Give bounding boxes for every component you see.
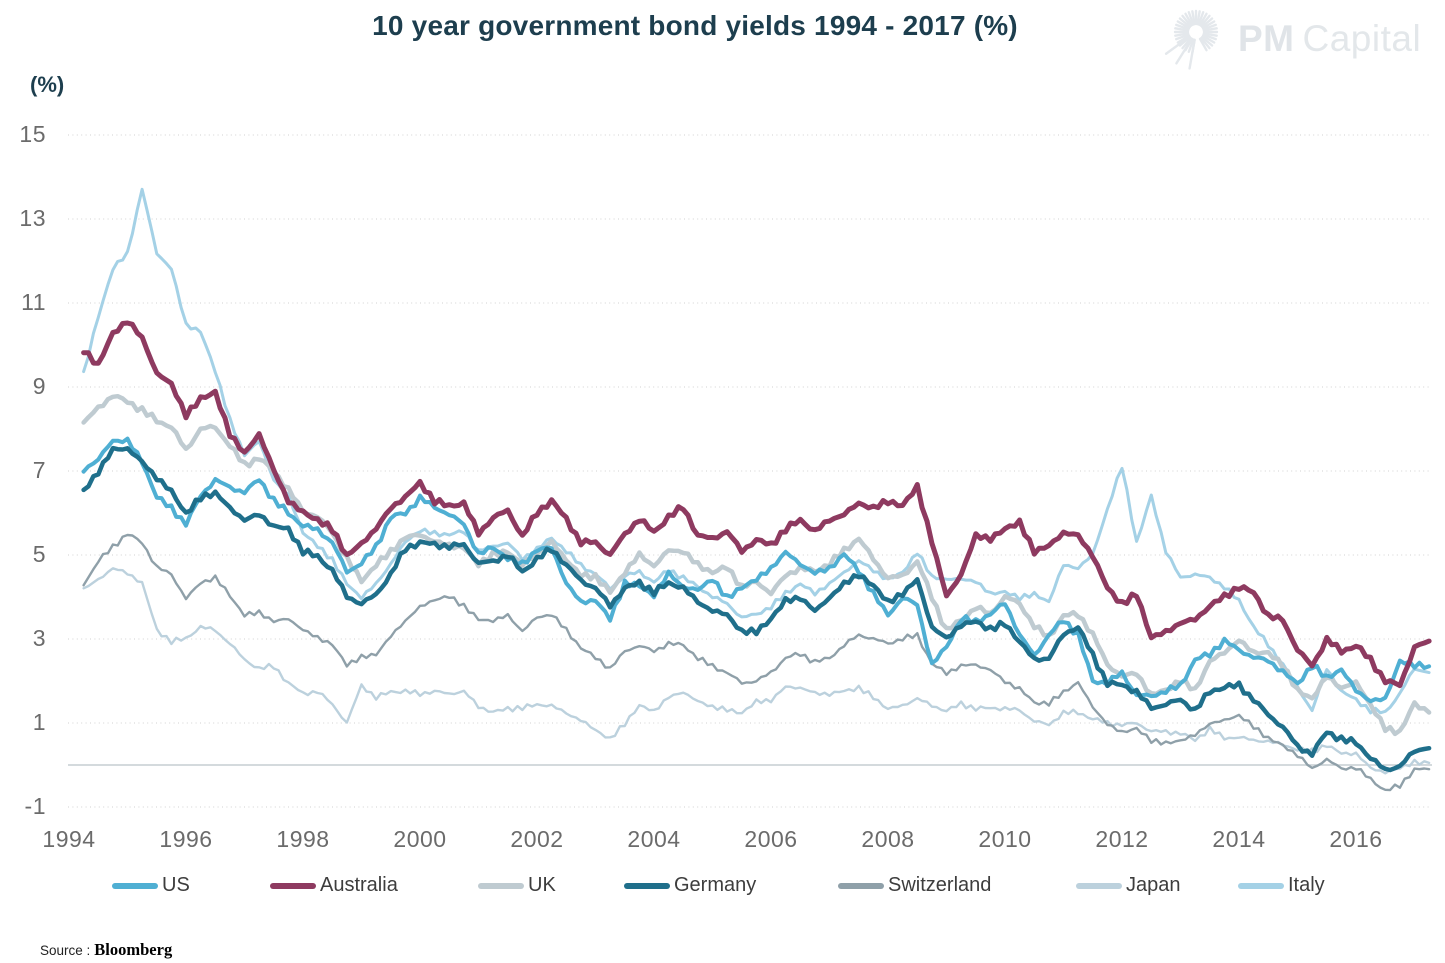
x-tick-label-2014: 2014 (1212, 826, 1266, 852)
legend-swatch-italy (1238, 882, 1284, 889)
y-axis: 15 13 11 9 7 5 3 1 -1 (0, 0, 47, 963)
y-tick-label-1: 1 (32, 709, 46, 735)
legend-item-uk: UK (478, 874, 556, 897)
logo-brand-primary: PM (1238, 18, 1295, 59)
legend-swatch-germany (624, 882, 670, 889)
legend-swatch-switzerland (838, 882, 884, 889)
x-tick-label-1994: 1994 (42, 826, 96, 852)
x-tick-label-2006: 2006 (744, 826, 798, 852)
legend-item-us: US (112, 874, 190, 897)
logo-brand-secondary: Capital (1302, 18, 1422, 59)
page-title: 10 year government bond yields 1994 - 20… (372, 10, 1018, 41)
legend-label-italy: Italy (1288, 874, 1325, 896)
legend-swatch-japan (1076, 882, 1122, 889)
x-tick-label-2000: 2000 (393, 826, 447, 852)
x-tick-label-2008: 2008 (861, 826, 915, 852)
legend-label-uk: UK (528, 874, 556, 896)
legend-item-australia: Australia (270, 874, 398, 897)
x-tick-label-2002: 2002 (510, 826, 564, 852)
legend-swatch-us (112, 882, 158, 889)
series-line-us (81, 436, 1432, 704)
y-tick-label-9: 9 (32, 373, 46, 399)
logo-text: PM Capital (1238, 18, 1421, 60)
x-tick-label-2004: 2004 (627, 826, 681, 852)
legend-label-switzerland: Switzerland (888, 874, 992, 896)
y-tick-label-3: 3 (32, 625, 46, 651)
y-tick-label-7: 7 (32, 457, 46, 483)
legend-swatch-uk (478, 882, 524, 889)
legend-swatch-australia (270, 882, 316, 889)
series-line-germany (81, 445, 1432, 773)
series-line-australia (81, 320, 1432, 689)
x-tick-label-2016: 2016 (1329, 826, 1383, 852)
legend-label-japan: Japan (1126, 874, 1181, 896)
legend-label-us: US (162, 874, 190, 896)
legend-item-germany: Germany (624, 874, 756, 897)
y-tick-label-5: 5 (32, 541, 46, 567)
series-line-italy (82, 187, 1431, 715)
legend-label-australia: Australia (320, 874, 398, 896)
y-tick-label-15: 15 (19, 121, 46, 147)
x-tick-label-1998: 1998 (276, 826, 330, 852)
sunburst-icon (1164, 9, 1219, 70)
legend-item-japan: Japan (1076, 874, 1181, 897)
source-name: Bloomberg (94, 940, 173, 959)
source-prefix: Source : (40, 943, 91, 958)
legend-item-switzerland: Switzerland (838, 874, 991, 897)
x-tick-label-2012: 2012 (1095, 826, 1149, 852)
y-tick-label--1: -1 (24, 793, 46, 819)
legend-label-germany: Germany (674, 874, 757, 896)
x-tick-label-2010: 2010 (978, 826, 1032, 852)
x-axis: 1994 1996 1998 2000 2002 2004 2006 2008 2010 2012… (0, 826, 1445, 856)
y-tick-label-11: 11 (21, 289, 46, 315)
source-line: Source : Bloomberg (40, 940, 172, 960)
series-line-japan (82, 567, 1431, 775)
legend: US Australia UK Germany Switzerland Japan Ital… (0, 874, 1445, 904)
series-line-switzerland (82, 533, 1431, 792)
pm-capital-logo: PM Capital (1156, 6, 1421, 72)
x-tick-label-1996: 1996 (159, 826, 213, 852)
y-axis-unit-label: (%) (30, 72, 65, 97)
legend-item-italy: Italy (1238, 874, 1325, 897)
y-tick-label-13: 13 (19, 205, 46, 231)
